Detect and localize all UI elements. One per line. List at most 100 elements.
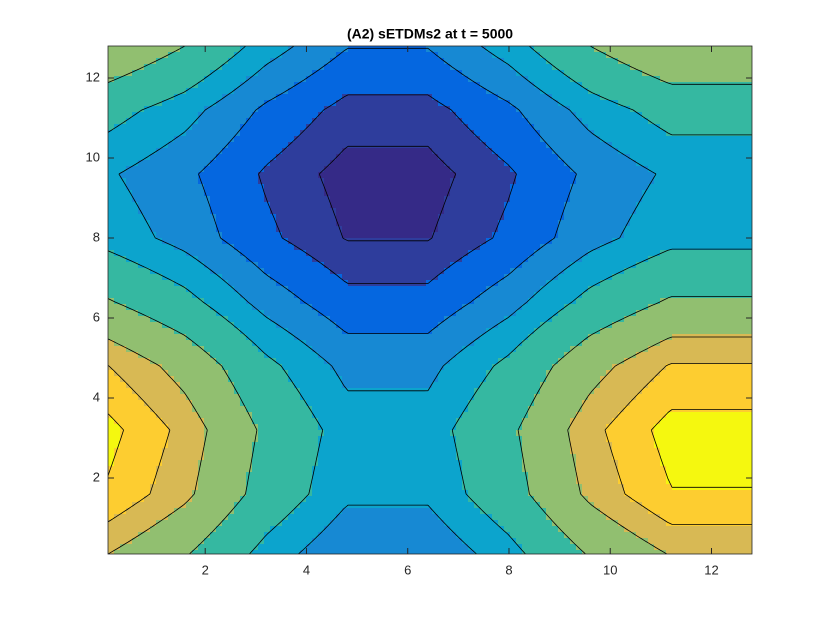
contour-cell: [354, 250, 361, 257]
contour-cell: [318, 334, 325, 341]
contour-cell: [246, 52, 253, 59]
contour-cell: [390, 256, 397, 263]
contour-cell: [222, 424, 229, 431]
contour-cell: [162, 250, 169, 257]
contour-cell: [408, 364, 415, 371]
contour-cell: [300, 280, 307, 287]
contour-cell: [222, 460, 229, 467]
contour-cell: [408, 160, 415, 167]
contour-cell: [174, 442, 181, 449]
contour-cell: [126, 46, 133, 53]
contour-cell: [342, 166, 349, 173]
contour-cell: [126, 382, 133, 389]
contour-cell: [156, 400, 163, 407]
contour-cell: [240, 172, 247, 179]
contour-cell: [300, 88, 307, 95]
contour-cell: [138, 418, 145, 425]
contour-cell: [162, 298, 169, 305]
contour-cell: [372, 472, 379, 479]
contour-cell: [330, 226, 337, 233]
contour-cell: [108, 436, 115, 443]
contour-cell: [366, 394, 373, 401]
contour-cell: [372, 400, 379, 407]
contour-cell: [132, 244, 139, 251]
contour-cell: [432, 472, 439, 479]
contour-cell: [162, 406, 169, 413]
contour-cell: [126, 280, 133, 287]
contour-cell: [198, 100, 205, 107]
contour-cell: [276, 544, 283, 551]
contour-cell: [396, 70, 403, 77]
contour-cell: [216, 274, 223, 281]
contour-cell: [378, 268, 385, 275]
contour-cell: [234, 514, 241, 521]
contour-cell: [108, 244, 115, 251]
contour-cell: [216, 76, 223, 83]
contour-cell: [258, 358, 265, 365]
contour-cell: [336, 406, 343, 413]
contour-cell: [222, 322, 229, 329]
contour-cell: [378, 424, 385, 431]
contour-cell: [246, 136, 253, 143]
contour-cell: [264, 334, 271, 341]
contour-cell: [354, 340, 361, 347]
contour-cell: [420, 508, 427, 515]
contour-cell: [354, 370, 361, 377]
contour-cell: [402, 442, 409, 449]
contour-cell: [198, 46, 205, 53]
contour-cell: [318, 208, 325, 215]
contour-cell: [156, 514, 163, 521]
contour-cell: [342, 148, 349, 155]
contour-cell: [270, 340, 277, 347]
contour-cell: [144, 388, 151, 395]
contour-cell: [438, 250, 445, 257]
contour-cell: [252, 370, 259, 377]
contour-cell: [132, 178, 139, 185]
contour-cell: [360, 118, 367, 125]
contour-cell: [402, 256, 409, 263]
contour-cell: [282, 376, 289, 383]
contour-cell: [282, 472, 289, 479]
contour-cell: [228, 52, 235, 59]
contour-cell: [402, 532, 409, 539]
contour-cell: [246, 130, 253, 137]
contour-cell: [420, 262, 427, 269]
contour-cell: [384, 274, 391, 281]
contour-cell: [126, 112, 133, 119]
contour-cell: [240, 358, 247, 365]
contour-cell: [342, 58, 349, 65]
contour-cell: [312, 286, 319, 293]
contour-cell: [234, 112, 241, 119]
contour-cell: [408, 460, 415, 467]
contour-cell: [174, 550, 181, 554]
contour-cell: [426, 124, 433, 131]
contour-cell: [312, 376, 319, 383]
contour-cell: [234, 196, 241, 203]
contour-cell: [216, 58, 223, 65]
contour-cell: [234, 538, 241, 545]
contour-cell: [336, 166, 343, 173]
contour-cell: [150, 160, 157, 167]
contour-cell: [270, 328, 277, 335]
contour-cell: [396, 160, 403, 167]
contour-cell: [270, 256, 277, 263]
contour-cell: [264, 484, 271, 491]
contour-cell: [246, 250, 253, 257]
contour-cell: [396, 526, 403, 533]
contour-cell: [240, 322, 247, 329]
contour-cell: [150, 304, 157, 311]
contour-cell: [228, 226, 235, 233]
contour-cell: [174, 298, 181, 305]
contour-cell: [294, 160, 301, 167]
contour-cell: [108, 52, 115, 59]
contour-cell: [156, 70, 163, 77]
contour-cell: [300, 64, 307, 71]
contour-cell: [384, 70, 391, 77]
contour-cell: [456, 160, 463, 167]
contour-cell: [426, 166, 433, 173]
contour-cell: [138, 130, 145, 137]
contour-cell: [150, 364, 157, 371]
contour-cell: [360, 178, 367, 185]
contour-cell: [192, 454, 199, 461]
contour-cell: [270, 178, 277, 185]
